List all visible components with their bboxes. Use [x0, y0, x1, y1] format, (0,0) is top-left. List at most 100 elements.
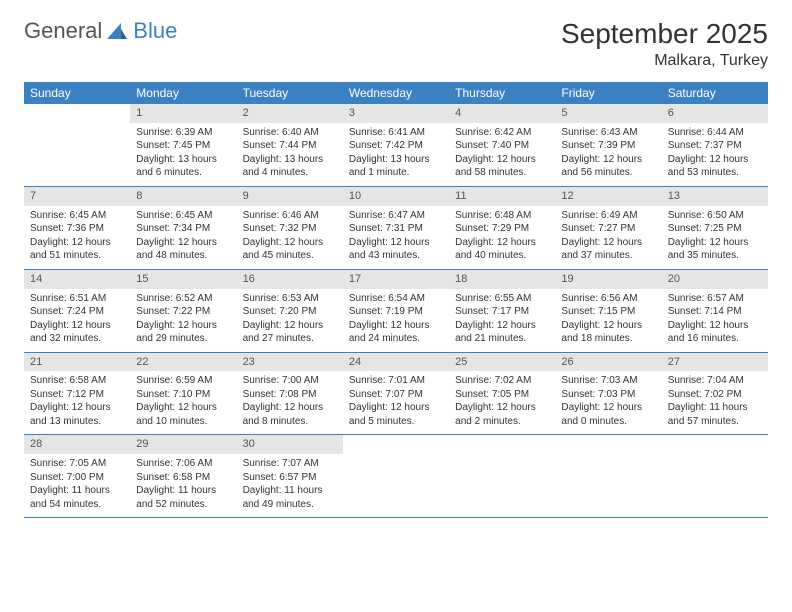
sunset-line: Sunset: 7:31 PM: [349, 222, 443, 236]
calendar-cell: 11Sunrise: 6:48 AMSunset: 7:29 PMDayligh…: [449, 187, 555, 269]
date-number: 25: [449, 353, 555, 372]
sunrise-line: Sunrise: 6:44 AM: [668, 126, 762, 140]
sunrise-line: Sunrise: 6:50 AM: [668, 209, 762, 223]
cell-body: Sunrise: 6:52 AMSunset: 7:22 PMDaylight:…: [130, 289, 236, 352]
date-number: 27: [662, 353, 768, 372]
date-number: 13: [662, 187, 768, 206]
calendar-cell: 12Sunrise: 6:49 AMSunset: 7:27 PMDayligh…: [555, 187, 661, 269]
date-number: 29: [130, 435, 236, 454]
daylight-line: Daylight: 12 hours and 24 minutes.: [349, 319, 443, 346]
calendar-cell: 14Sunrise: 6:51 AMSunset: 7:24 PMDayligh…: [24, 270, 130, 352]
cell-body: Sunrise: 6:47 AMSunset: 7:31 PMDaylight:…: [343, 206, 449, 269]
sunset-line: Sunset: 7:10 PM: [136, 388, 230, 402]
calendar: SundayMondayTuesdayWednesdayThursdayFrid…: [24, 82, 768, 518]
date-number: 2: [237, 104, 343, 123]
calendar-cell: 13Sunrise: 6:50 AMSunset: 7:25 PMDayligh…: [662, 187, 768, 269]
sunset-line: Sunset: 7:15 PM: [561, 305, 655, 319]
calendar-cell: [555, 435, 661, 517]
cell-body: Sunrise: 6:48 AMSunset: 7:29 PMDaylight:…: [449, 206, 555, 269]
sunrise-line: Sunrise: 6:42 AM: [455, 126, 549, 140]
date-number: 10: [343, 187, 449, 206]
daylight-line: Daylight: 12 hours and 32 minutes.: [30, 319, 124, 346]
daylight-line: Daylight: 12 hours and 43 minutes.: [349, 236, 443, 263]
sunrise-line: Sunrise: 7:01 AM: [349, 374, 443, 388]
day-headers-row: SundayMondayTuesdayWednesdayThursdayFrid…: [24, 82, 768, 104]
sunset-line: Sunset: 7:07 PM: [349, 388, 443, 402]
calendar-cell: 27Sunrise: 7:04 AMSunset: 7:02 PMDayligh…: [662, 353, 768, 435]
sunrise-line: Sunrise: 6:51 AM: [30, 292, 124, 306]
date-number: 5: [555, 104, 661, 123]
sunset-line: Sunset: 7:20 PM: [243, 305, 337, 319]
cell-body: Sunrise: 7:05 AMSunset: 7:00 PMDaylight:…: [24, 454, 130, 517]
calendar-cell: 16Sunrise: 6:53 AMSunset: 7:20 PMDayligh…: [237, 270, 343, 352]
sunset-line: Sunset: 7:40 PM: [455, 139, 549, 153]
daylight-line: Daylight: 12 hours and 2 minutes.: [455, 401, 549, 428]
cell-body: Sunrise: 6:41 AMSunset: 7:42 PMDaylight:…: [343, 123, 449, 186]
calendar-cell: 3Sunrise: 6:41 AMSunset: 7:42 PMDaylight…: [343, 104, 449, 186]
logo-triangle-icon: [107, 23, 127, 39]
cell-body: Sunrise: 7:06 AMSunset: 6:58 PMDaylight:…: [130, 454, 236, 517]
sunrise-line: Sunrise: 7:03 AM: [561, 374, 655, 388]
date-number: 16: [237, 270, 343, 289]
daylight-line: Daylight: 13 hours and 6 minutes.: [136, 153, 230, 180]
calendar-cell: 24Sunrise: 7:01 AMSunset: 7:07 PMDayligh…: [343, 353, 449, 435]
date-number: 19: [555, 270, 661, 289]
cell-body: Sunrise: 6:45 AMSunset: 7:36 PMDaylight:…: [24, 206, 130, 269]
date-number: 20: [662, 270, 768, 289]
calendar-cell: 2Sunrise: 6:40 AMSunset: 7:44 PMDaylight…: [237, 104, 343, 186]
daylight-line: Daylight: 11 hours and 49 minutes.: [243, 484, 337, 511]
cell-body: Sunrise: 6:50 AMSunset: 7:25 PMDaylight:…: [662, 206, 768, 269]
calendar-cell: 22Sunrise: 6:59 AMSunset: 7:10 PMDayligh…: [130, 353, 236, 435]
calendar-cell: 20Sunrise: 6:57 AMSunset: 7:14 PMDayligh…: [662, 270, 768, 352]
sunrise-line: Sunrise: 7:04 AM: [668, 374, 762, 388]
daylight-line: Daylight: 12 hours and 27 minutes.: [243, 319, 337, 346]
calendar-cell: 4Sunrise: 6:42 AMSunset: 7:40 PMDaylight…: [449, 104, 555, 186]
cell-body: Sunrise: 7:04 AMSunset: 7:02 PMDaylight:…: [662, 371, 768, 434]
daylight-line: Daylight: 12 hours and 21 minutes.: [455, 319, 549, 346]
sunrise-line: Sunrise: 7:05 AM: [30, 457, 124, 471]
sunrise-line: Sunrise: 6:39 AM: [136, 126, 230, 140]
calendar-cell: 18Sunrise: 6:55 AMSunset: 7:17 PMDayligh…: [449, 270, 555, 352]
sunset-line: Sunset: 7:17 PM: [455, 305, 549, 319]
logo-text-2: Blue: [133, 18, 177, 44]
date-number: 6: [662, 104, 768, 123]
sunset-line: Sunset: 7:14 PM: [668, 305, 762, 319]
day-header: Friday: [555, 82, 661, 104]
daylight-line: Daylight: 13 hours and 4 minutes.: [243, 153, 337, 180]
day-header: Sunday: [24, 82, 130, 104]
cell-body: Sunrise: 7:07 AMSunset: 6:57 PMDaylight:…: [237, 454, 343, 517]
sunset-line: Sunset: 7:00 PM: [30, 471, 124, 485]
calendar-cell: 1Sunrise: 6:39 AMSunset: 7:45 PMDaylight…: [130, 104, 236, 186]
date-number: 23: [237, 353, 343, 372]
cell-body: Sunrise: 7:00 AMSunset: 7:08 PMDaylight:…: [237, 371, 343, 434]
cell-body: Sunrise: 6:45 AMSunset: 7:34 PMDaylight:…: [130, 206, 236, 269]
daylight-line: Daylight: 12 hours and 56 minutes.: [561, 153, 655, 180]
daylight-line: Daylight: 12 hours and 0 minutes.: [561, 401, 655, 428]
sunrise-line: Sunrise: 6:59 AM: [136, 374, 230, 388]
sunrise-line: Sunrise: 6:47 AM: [349, 209, 443, 223]
calendar-weeks: 1Sunrise: 6:39 AMSunset: 7:45 PMDaylight…: [24, 104, 768, 518]
cell-body: Sunrise: 7:01 AMSunset: 7:07 PMDaylight:…: [343, 371, 449, 434]
calendar-cell: 25Sunrise: 7:02 AMSunset: 7:05 PMDayligh…: [449, 353, 555, 435]
daylight-line: Daylight: 12 hours and 45 minutes.: [243, 236, 337, 263]
day-header: Tuesday: [237, 82, 343, 104]
day-header: Wednesday: [343, 82, 449, 104]
date-number: 30: [237, 435, 343, 454]
sunrise-line: Sunrise: 6:41 AM: [349, 126, 443, 140]
daylight-line: Daylight: 12 hours and 48 minutes.: [136, 236, 230, 263]
calendar-cell: 23Sunrise: 7:00 AMSunset: 7:08 PMDayligh…: [237, 353, 343, 435]
calendar-cell: 21Sunrise: 6:58 AMSunset: 7:12 PMDayligh…: [24, 353, 130, 435]
cell-body: Sunrise: 6:54 AMSunset: 7:19 PMDaylight:…: [343, 289, 449, 352]
sunset-line: Sunset: 7:39 PM: [561, 139, 655, 153]
calendar-cell: [662, 435, 768, 517]
daylight-line: Daylight: 12 hours and 37 minutes.: [561, 236, 655, 263]
calendar-week: 28Sunrise: 7:05 AMSunset: 7:00 PMDayligh…: [24, 435, 768, 518]
sunrise-line: Sunrise: 6:52 AM: [136, 292, 230, 306]
sunset-line: Sunset: 7:08 PM: [243, 388, 337, 402]
sunset-line: Sunset: 7:22 PM: [136, 305, 230, 319]
cell-body: Sunrise: 6:44 AMSunset: 7:37 PMDaylight:…: [662, 123, 768, 186]
date-number: 11: [449, 187, 555, 206]
sunrise-line: Sunrise: 7:06 AM: [136, 457, 230, 471]
calendar-cell: 10Sunrise: 6:47 AMSunset: 7:31 PMDayligh…: [343, 187, 449, 269]
sunrise-line: Sunrise: 7:07 AM: [243, 457, 337, 471]
